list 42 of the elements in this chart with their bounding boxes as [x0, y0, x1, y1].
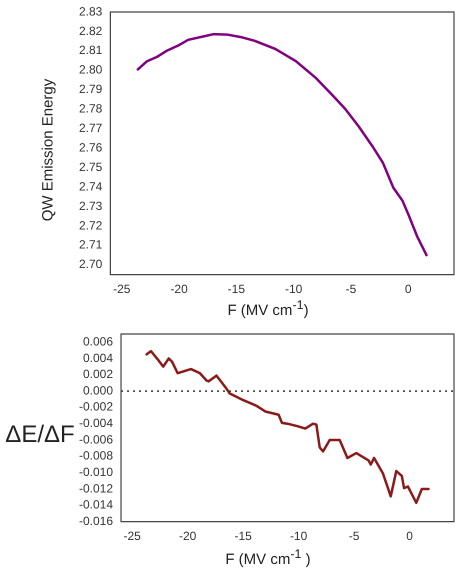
- y-axis-title: ΔE/ΔF: [5, 420, 75, 448]
- x-tick-label: -10: [290, 529, 308, 544]
- x-tick-label: -10: [284, 282, 303, 296]
- y-tick-label: 2.74: [78, 179, 103, 194]
- y-tick-label: 2.71: [78, 238, 103, 252]
- y-tick-label: 0.006: [82, 334, 114, 348]
- x-tick-label: -15: [228, 282, 246, 296]
- y-tick-label: 2.76: [78, 140, 103, 154]
- x-axis-title: F (MV cm$^{-1}$): [226, 298, 310, 319]
- y-tick-label: 2.70: [78, 257, 103, 272]
- y-tick-label: 2.77: [78, 121, 103, 136]
- y-tick-label: 2.75: [78, 160, 103, 174]
- x-tick-label: -20: [178, 529, 197, 544]
- y-tick-label: -0.010: [78, 464, 114, 479]
- y-tick-label: -0.014: [78, 498, 114, 512]
- y-tick-label: 2.73: [78, 198, 103, 213]
- y-tick-label: 2.81: [78, 43, 103, 58]
- y-tick-label: 2.78: [78, 102, 103, 116]
- y-tick-label: -0.002: [78, 400, 114, 414]
- x-tick-label: -25: [123, 529, 142, 544]
- x-tick-label: -20: [170, 282, 188, 296]
- x-tick-label: 0: [404, 282, 412, 296]
- y-tick-label: 2.83: [78, 4, 103, 18]
- x-tick-label: 0: [406, 529, 414, 544]
- y-tick-label: 2.72: [78, 218, 103, 232]
- x-axis-title: F (MV cm$^{-1}$ ): [224, 547, 312, 568]
- y-tick-label: 0.004: [82, 350, 114, 365]
- y-tick-label: -0.004: [78, 416, 114, 430]
- y-tick-label: -0.006: [78, 432, 114, 446]
- y-axis-title: QW Emission Energy: [40, 78, 56, 222]
- x-tick-label: -25: [113, 282, 131, 296]
- y-tick-label: -0.008: [78, 448, 114, 463]
- x-tick-label: -5: [348, 529, 360, 544]
- y-tick-label: 0.000: [82, 383, 114, 398]
- x-tick-label: -5: [346, 282, 357, 296]
- y-tick-label: -0.012: [78, 481, 114, 496]
- y-tick-label: -0.016: [78, 514, 114, 528]
- y-tick-label: 2.79: [78, 82, 103, 96]
- y-tick-label: 0.002: [82, 367, 114, 382]
- y-tick-label: 2.80: [78, 62, 103, 77]
- x-tick-label: -15: [234, 529, 252, 544]
- y-tick-label: 2.82: [78, 24, 103, 38]
